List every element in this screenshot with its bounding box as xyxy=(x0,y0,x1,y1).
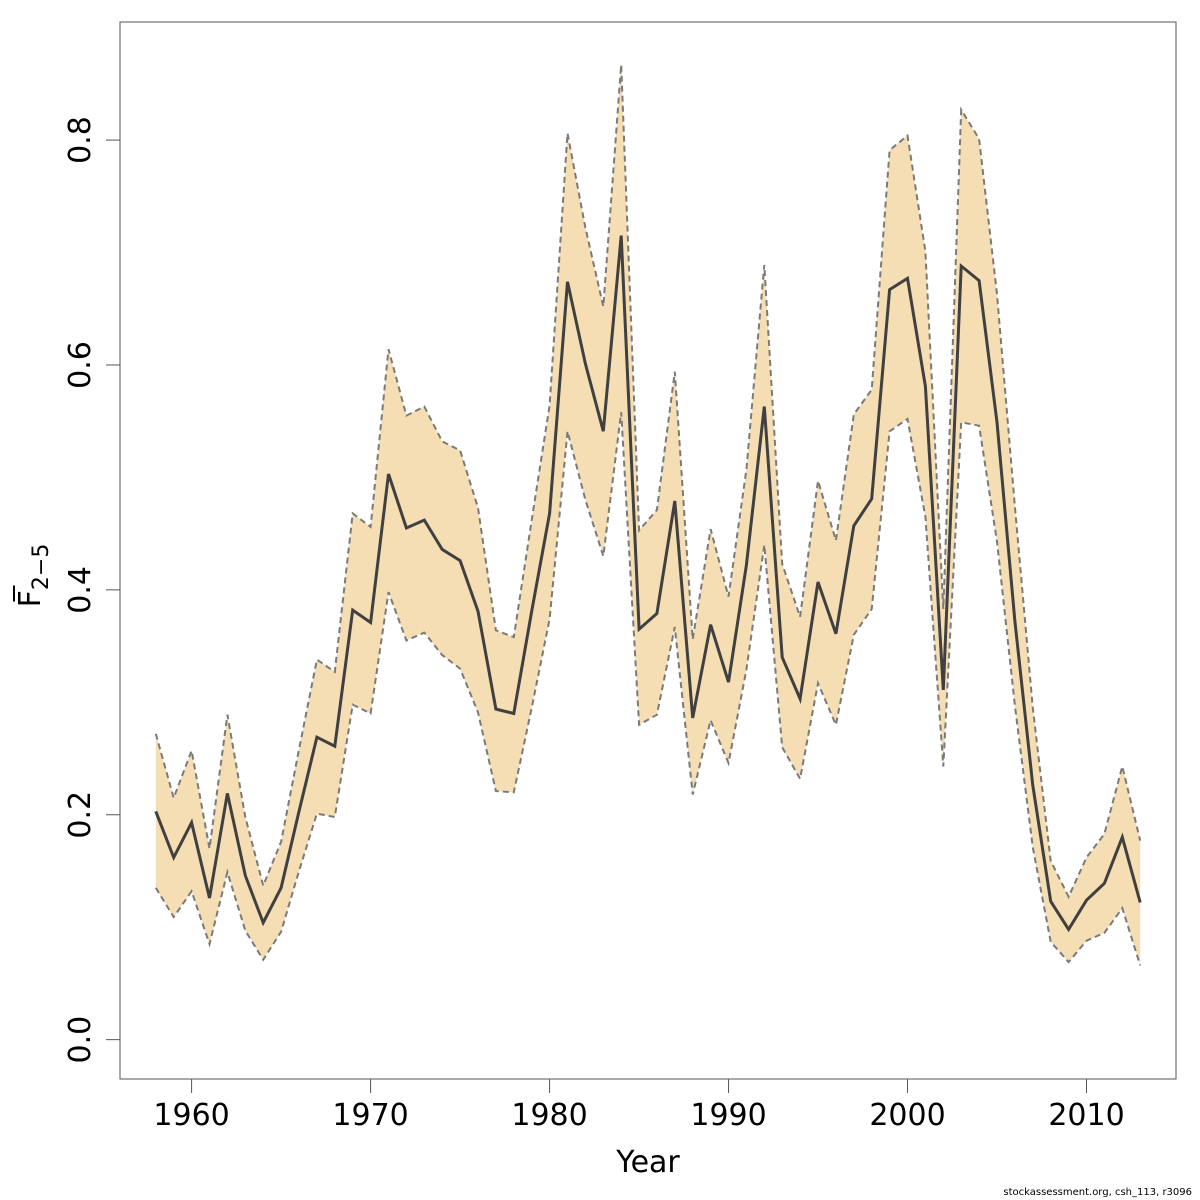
svg-text:F2−5: F2−5 xyxy=(13,544,54,608)
upper-bound-line xyxy=(154,64,1142,900)
x-tick-label: 1990 xyxy=(690,1098,766,1133)
confidence-band xyxy=(155,64,1141,966)
y-axis-title: F2−5 xyxy=(13,544,54,608)
y-tick-label: 0.2 xyxy=(63,791,98,839)
y-tick-label: 0.6 xyxy=(63,341,98,389)
x-tick-label: 2000 xyxy=(869,1098,945,1133)
y-tick-label: 0.4 xyxy=(63,566,98,614)
x-tick-label: 1980 xyxy=(511,1098,587,1133)
x-axis-title: Year xyxy=(615,1145,680,1180)
x-axis: 1960 1970 1980 1990 2000 2010 xyxy=(153,1078,1125,1133)
y-tick-label: 0.0 xyxy=(63,1016,98,1064)
x-tick-label: 1960 xyxy=(153,1098,229,1133)
y-axis: 0.0 0.2 0.4 0.6 0.8 xyxy=(63,116,121,1064)
x-tick-label: 2010 xyxy=(1048,1098,1124,1133)
credit-text: stockassessment.org, csh_113, r3096 xyxy=(1003,1187,1192,1198)
lower-bound-line xyxy=(154,412,1142,966)
y-tick-label: 0.8 xyxy=(63,116,98,164)
x-tick-label: 1970 xyxy=(332,1098,408,1133)
estimate-line xyxy=(154,235,1142,933)
y-axis-title-subscript: 2−5 xyxy=(29,544,54,590)
y-axis-title-symbol: F xyxy=(13,590,48,607)
